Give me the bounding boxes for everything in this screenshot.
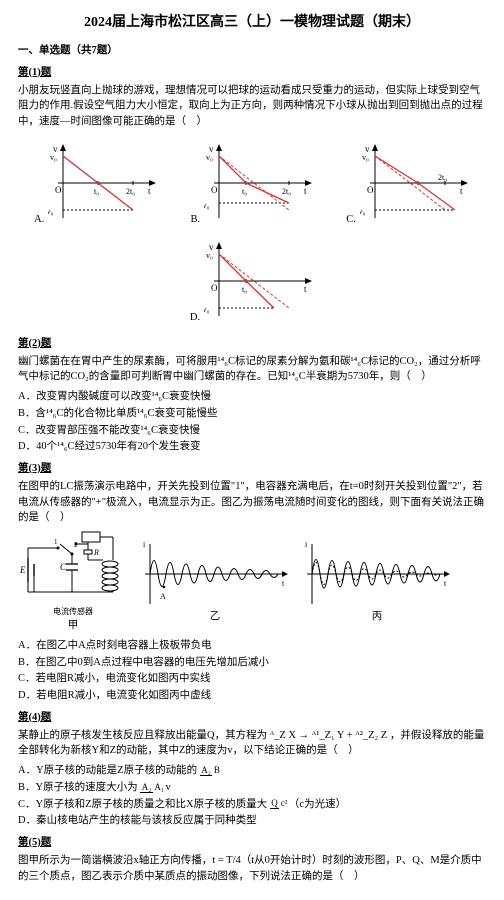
- q1-C-label: C.: [346, 212, 356, 228]
- q3-cap-bing: 丙: [302, 609, 452, 625]
- q1-D-label: D.: [190, 310, 200, 326]
- q1-stem: 小朋友玩竖直向上抛球的游戏，理想情况可以把球的运动看成只受重力的运动，但实际上球…: [18, 83, 486, 130]
- q3-figures: E 1 2 C R: [18, 530, 486, 634]
- svg-text:v₀: v₀: [362, 153, 369, 162]
- q1-num: 第(1)题: [18, 65, 486, 81]
- svg-text:t₀: t₀: [242, 285, 247, 294]
- svg-text:O: O: [367, 185, 374, 195]
- svg-text:-v₀: -v₀: [48, 207, 54, 216]
- q3-cap-jia: 甲: [18, 618, 128, 634]
- q3-num: 第(3)题: [18, 461, 486, 477]
- svg-text:1: 1: [54, 538, 58, 546]
- q3-stem: 在图甲的LC振荡演示电路中，开关先投到位置"1"，电容器充满电后，在t=0时刻开…: [18, 479, 486, 526]
- q1-graph-D: v v₀ t O -v₀ t₀: [204, 236, 314, 326]
- svg-text:O: O: [211, 283, 218, 293]
- q2-num: 第(2)题: [18, 336, 486, 352]
- svg-text:t: t: [460, 186, 463, 196]
- svg-text:-v₀: -v₀: [360, 207, 366, 216]
- svg-text:i: i: [305, 540, 308, 549]
- svg-text:t₀: t₀: [242, 187, 247, 196]
- svg-text:i: i: [143, 540, 146, 549]
- svg-text:R: R: [93, 548, 99, 557]
- svg-text:O: O: [55, 185, 62, 195]
- svg-text:t₀: t₀: [94, 187, 99, 196]
- page-title: 2024届上海市松江区高三（上）一模物理试题（期末）: [18, 12, 486, 33]
- q4-C: C．Y原子核和Z原子核的质量之和比X原子核的质量大 Qc²（c为光速）: [18, 797, 486, 813]
- q3-A: A．在图乙中A点时刻电容器上极板带负电: [18, 638, 486, 654]
- q3-graph-yi: t i A: [140, 539, 290, 609]
- q2-stem: 幽门螺菌在在胃中产生的尿素酶，可将服用¹⁴₆C标记的尿素分解为氨和碳¹⁴₆C标记…: [18, 354, 486, 386]
- q2-options: A．改变胃内酸碱度可以改变¹⁴₆C衰变快慢 B．含¹⁴₆C的化合物比单质¹⁴₆C…: [18, 389, 486, 455]
- q3-graph-bing: t i: [302, 539, 452, 609]
- q3-B: B．在图乙中0到A点过程中电容器的电压先增加后减小: [18, 655, 486, 671]
- q4-B: B．Y原子核的速度大小为 A₂A₁v: [18, 780, 486, 796]
- q1-graph-C: v v₀ t O -v₀ 2t₀: [360, 138, 470, 228]
- q4-options: A．Y原子核的动能是Z原子核的动能的 A₂B B．Y原子核的速度大小为 A₂A₁…: [18, 763, 486, 829]
- q2-C: C．改变胃部压强不能改变¹⁴₆C衰变快慢: [18, 423, 486, 439]
- q4-num: 第(4)题: [18, 710, 486, 726]
- q1-A-label: A.: [34, 212, 44, 228]
- svg-text:A: A: [160, 592, 166, 601]
- q1-figures: A. v v₀ t O -v₀ t₀ 2t₀ B.: [18, 134, 486, 330]
- svg-text:v₀: v₀: [50, 153, 57, 162]
- q2-B: B．含¹⁴₆C的化合物比单质¹⁴₆C衰变可能慢些: [18, 406, 486, 422]
- q2-D: D．40个¹⁴₆C经过5730年有20个发生衰变: [18, 439, 486, 455]
- svg-text:2t₀: 2t₀: [126, 187, 135, 196]
- q3-options: A．在图乙中A点时刻电容器上极板带负电 B．在图乙中0到A点过程中电容器的电压先…: [18, 638, 486, 704]
- q5-stem: 图甲所示为一简谐横波沿x轴正方向传播，t = T/4（t从0开始计时）时刻的波形…: [18, 853, 486, 885]
- svg-text:2t₀: 2t₀: [438, 173, 447, 182]
- q3-sensor-label: 电流传感器: [18, 606, 128, 618]
- q5-num: 第(5)题: [18, 835, 486, 851]
- svg-text:t: t: [444, 579, 447, 588]
- q3-D: D．若电阻R减小，电流变化如图丙中虚线: [18, 688, 486, 704]
- section-header: 一、单选题（共7题）: [18, 43, 486, 59]
- q3-C: C．若电阻R减小，电流变化如图丙中实线: [18, 671, 486, 687]
- svg-text:O: O: [211, 185, 218, 195]
- svg-text:2t₀: 2t₀: [282, 187, 291, 196]
- q1-B-label: B.: [190, 212, 200, 228]
- svg-text:-v₀: -v₀: [204, 201, 210, 210]
- q3-circuit: E 1 2 C R: [18, 530, 128, 610]
- svg-text:t: t: [304, 284, 307, 294]
- svg-text:C: C: [60, 562, 67, 572]
- q3-cap-yi: 乙: [140, 609, 290, 625]
- q1-graph-B: v v₀ t O -v₀ t₀ 2t₀: [204, 138, 314, 228]
- q4-A: A．Y原子核的动能是Z原子核的动能的 A₂B: [18, 763, 486, 779]
- svg-text:t: t: [148, 186, 151, 196]
- svg-text:v₀: v₀: [206, 251, 213, 260]
- svg-text:v₀: v₀: [206, 153, 213, 162]
- svg-text:-v₀: -v₀: [204, 305, 210, 314]
- svg-text:t: t: [282, 579, 285, 588]
- svg-text:E: E: [19, 565, 26, 575]
- q1-graph-A: v v₀ t O -v₀ t₀ 2t₀: [48, 138, 158, 228]
- q4-stem: 某静止的原子核发生核反应且释放出能量Q，其方程为 ᴬ_Z X → ᴬ¹_Z₁ Y…: [18, 728, 486, 760]
- svg-text:t: t: [304, 186, 307, 196]
- q2-A: A．改变胃内酸碱度可以改变¹⁴₆C衰变快慢: [18, 389, 486, 405]
- q4-D: D．秦山核电站产生的核能与该核反应属于同种类型: [18, 813, 486, 829]
